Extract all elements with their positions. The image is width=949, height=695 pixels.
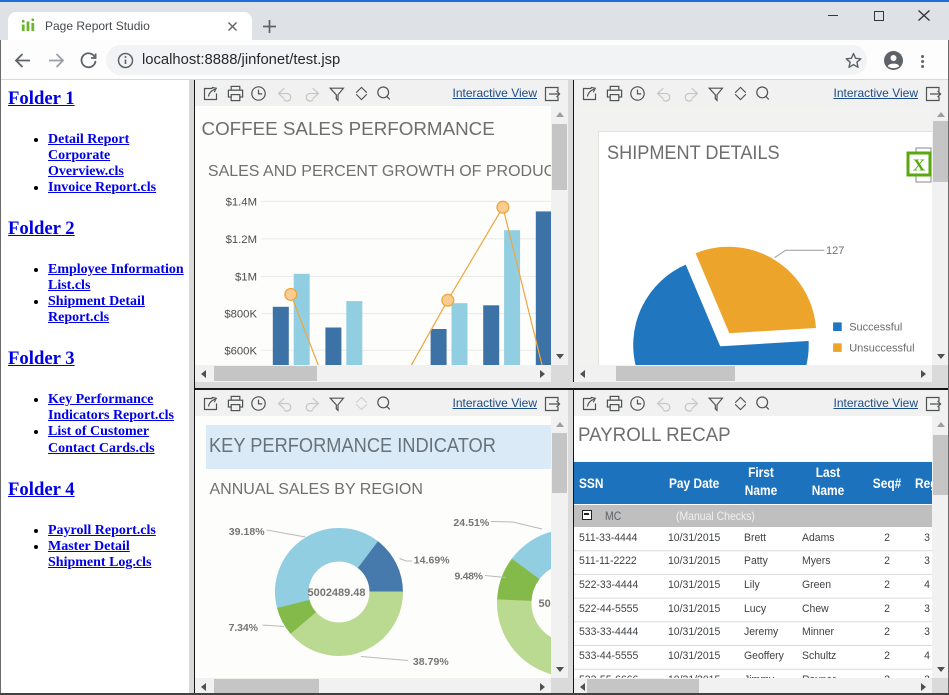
svg-text:127: 127 (826, 245, 844, 257)
svg-text:38.79%: 38.79% (413, 656, 449, 668)
svg-text:14.69%: 14.69% (414, 554, 450, 566)
svg-text:$1.2M: $1.2M (226, 234, 257, 246)
svg-text:7.34%: 7.34% (229, 622, 259, 634)
svg-text:$1.4M: $1.4M (226, 196, 257, 208)
svg-text:9.48%: 9.48% (455, 571, 484, 583)
svg-text:$1M: $1M (235, 272, 257, 284)
svg-text:24.51%: 24.51% (453, 517, 489, 529)
svg-text:$800K: $800K (224, 309, 257, 321)
svg-text:$600K: $600K (224, 345, 257, 357)
svg-text:5002489.48: 5002489.48 (539, 598, 551, 610)
svg-text:5002489.48: 5002489.48 (308, 587, 366, 599)
svg-text:39.18%: 39.18% (229, 526, 265, 538)
svg-text:Successful: Successful (849, 322, 902, 334)
svg-text:X: X (913, 156, 926, 175)
svg-text:Unsuccessful: Unsuccessful (849, 342, 914, 354)
